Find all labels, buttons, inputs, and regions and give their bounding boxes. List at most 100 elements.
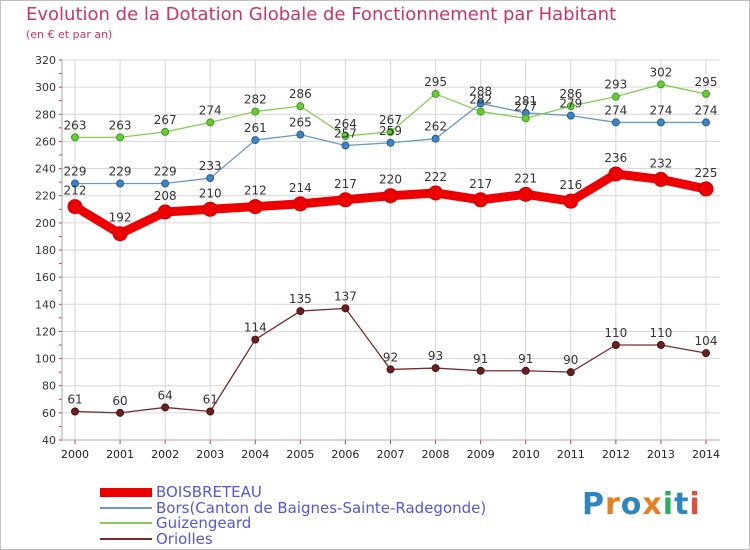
data-point-oriolles [161, 403, 170, 412]
x-tick-label: 2009 [467, 448, 495, 461]
y-tick-label: 320 [35, 54, 56, 67]
data-point-boisbreteau [337, 192, 353, 208]
data-point-guizengeard [71, 133, 79, 142]
data-point-guizengeard [702, 89, 710, 98]
data-point-bors-canton-de-baignes-sainte-radegonde [656, 118, 665, 127]
data-label-oriolles: 110 [649, 326, 672, 340]
data-label-guizengeard: 302 [649, 65, 672, 79]
chart-title: Evolution de la Dotation Globale de Fonc… [26, 4, 617, 25]
y-tick-label: 260 [35, 135, 56, 148]
data-label-guizengeard: 264 [334, 117, 357, 131]
data-label-guizengeard: 277 [514, 99, 537, 113]
data-label-boisbreteau: 221 [514, 171, 537, 185]
data-point-oriolles [206, 407, 215, 416]
data-label-oriolles: 64 [158, 388, 173, 402]
data-label-oriolles: 104 [695, 334, 718, 348]
data-label-boisbreteau: 214 [289, 181, 312, 195]
data-label-oriolles: 93 [428, 349, 443, 363]
data-point-boisbreteau [698, 181, 714, 197]
data-point-oriolles [656, 341, 665, 349]
data-label-oriolles: 92 [383, 350, 398, 364]
data-point-bors-canton-de-baignes-sainte-radegonde [161, 179, 170, 188]
data-label-oriolles: 114 [244, 321, 267, 335]
data-point-boisbreteau [247, 199, 263, 215]
y-tick-label: 80 [42, 380, 56, 393]
data-label-bors-canton-de-baignes-sainte-radegonde: 261 [244, 121, 267, 135]
data-point-guizengeard [521, 114, 530, 123]
data-label-bors-canton-de-baignes-sainte-radegonde: 259 [379, 124, 402, 138]
data-point-oriolles [386, 365, 395, 374]
data-label-boisbreteau: 222 [424, 170, 447, 184]
data-label-oriolles: 135 [289, 292, 312, 306]
x-tick-label: 2001 [106, 448, 134, 461]
data-point-guizengeard [386, 127, 395, 136]
data-point-boisbreteau [112, 226, 128, 242]
data-point-oriolles [566, 368, 575, 377]
x-tick-label: 2006 [331, 448, 359, 461]
data-point-oriolles [71, 407, 79, 416]
data-label-guizengeard: 295 [424, 75, 447, 89]
data-label-bors-canton-de-baignes-sainte-radegonde: 262 [424, 120, 447, 134]
data-label-oriolles: 61 [203, 393, 218, 407]
data-point-bors-canton-de-baignes-sainte-radegonde [702, 118, 710, 127]
legend-swatch [100, 487, 152, 497]
y-tick-label: 180 [35, 244, 56, 257]
data-label-oriolles: 90 [563, 353, 578, 367]
data-point-guizengeard [251, 107, 260, 116]
data-label-boisbreteau: 232 [649, 156, 672, 170]
data-label-guizengeard: 286 [559, 87, 582, 101]
chart-subtitle: (en € et par an) [26, 28, 113, 41]
data-point-boisbreteau [292, 196, 308, 212]
y-tick-label: 60 [42, 407, 56, 420]
data-label-bors-canton-de-baignes-sainte-radegonde: 229 [64, 165, 87, 179]
data-label-boisbreteau: 225 [695, 166, 718, 180]
y-tick-label: 200 [35, 217, 56, 230]
data-label-bors-canton-de-baignes-sainte-radegonde: 274 [695, 103, 718, 117]
data-point-bors-canton-de-baignes-sainte-radegonde [476, 99, 485, 108]
x-tick-label: 2011 [557, 448, 585, 461]
x-tick-label: 2012 [602, 448, 630, 461]
data-point-oriolles [116, 408, 125, 417]
data-point-oriolles [521, 366, 530, 375]
data-point-boisbreteau [608, 166, 624, 182]
data-point-boisbreteau [518, 186, 534, 202]
data-label-guizengeard: 286 [289, 87, 312, 101]
data-point-boisbreteau [653, 171, 669, 187]
legend-label: BOISBRETEAU [156, 483, 262, 501]
y-tick-label: 240 [35, 163, 56, 176]
x-tick-label: 2013 [647, 448, 675, 461]
data-label-boisbreteau: 192 [109, 211, 132, 225]
data-point-bors-canton-de-baignes-sainte-radegonde [116, 179, 125, 188]
data-point-bors-canton-de-baignes-sainte-radegonde [296, 130, 305, 139]
data-label-oriolles: 60 [112, 394, 127, 408]
data-label-bors-canton-de-baignes-sainte-radegonde: 274 [604, 103, 627, 117]
data-label-bors-canton-de-baignes-sainte-radegonde: 233 [199, 159, 222, 173]
legend-swatch [100, 522, 152, 524]
data-point-bors-canton-de-baignes-sainte-radegonde [386, 138, 395, 147]
x-tick-label: 2008 [422, 448, 450, 461]
data-label-oriolles: 91 [518, 352, 533, 366]
logo-letter: x [642, 487, 663, 522]
legend-swatch [100, 538, 152, 540]
data-label-bors-canton-de-baignes-sainte-radegonde: 257 [334, 127, 357, 141]
legend-label: Oriolles [156, 530, 213, 548]
legend-item: Bors(Canton de Baignes-Sainte-Radegonde) [100, 499, 486, 517]
x-tick-label: 2000 [61, 448, 89, 461]
data-label-guizengeard: 282 [244, 93, 267, 107]
data-label-bors-canton-de-baignes-sainte-radegonde: 281 [514, 94, 537, 108]
proxiti-logo: Proxiti [582, 487, 701, 522]
legend-swatch [100, 507, 152, 509]
y-tick-label: 140 [35, 298, 56, 311]
data-point-bors-canton-de-baignes-sainte-radegonde [611, 118, 620, 127]
data-label-oriolles: 137 [334, 289, 357, 303]
data-point-oriolles [476, 366, 485, 375]
data-label-guizengeard: 282 [469, 93, 492, 107]
legend-item: Oriolles [100, 530, 213, 548]
x-tick-label: 2002 [151, 448, 179, 461]
data-label-guizengeard: 267 [154, 113, 177, 127]
data-label-bors-canton-de-baignes-sainte-radegonde: 274 [649, 103, 672, 117]
logo-letter: i [662, 487, 675, 522]
data-point-guizengeard [431, 89, 440, 98]
logo-letter: i [689, 487, 701, 522]
data-point-guizengeard [341, 132, 350, 140]
